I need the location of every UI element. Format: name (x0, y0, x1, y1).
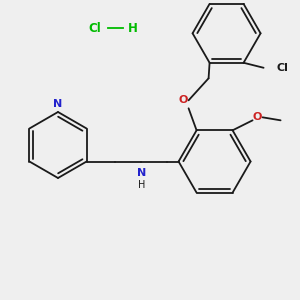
Text: H: H (138, 179, 145, 190)
Text: O: O (253, 112, 262, 122)
Text: N: N (53, 99, 63, 109)
Text: Cl: Cl (88, 22, 101, 34)
Text: O: O (179, 95, 188, 105)
Text: N: N (137, 169, 146, 178)
Text: Cl: Cl (277, 63, 289, 73)
Text: H: H (128, 22, 138, 34)
